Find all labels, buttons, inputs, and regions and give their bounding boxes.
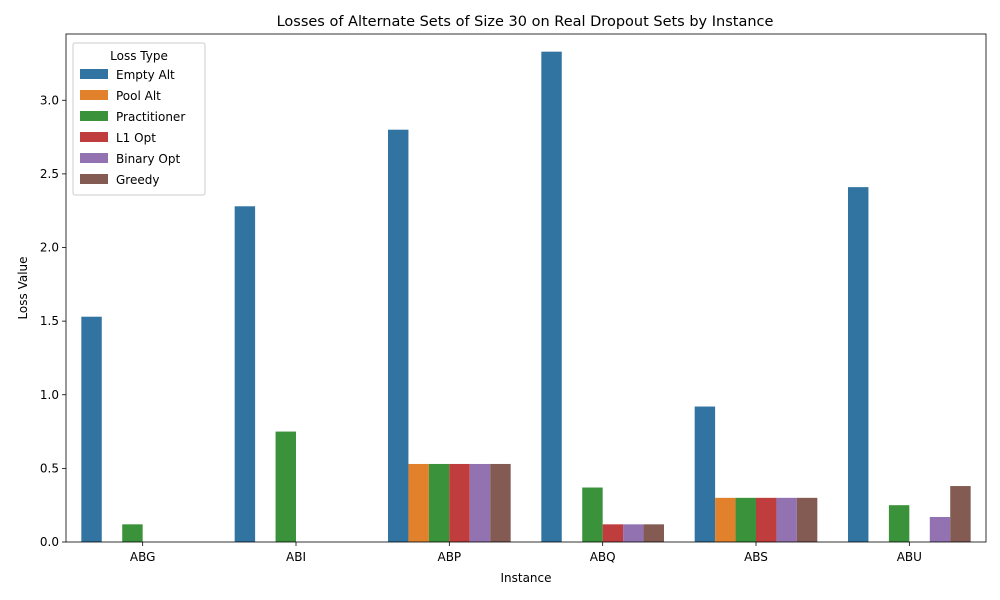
legend-swatch <box>80 90 108 100</box>
legend-swatch <box>80 111 108 121</box>
legend-label: L1 Opt <box>116 131 156 145</box>
x-tick-label: ABS <box>744 550 768 564</box>
legend-title: Loss Type <box>110 49 168 63</box>
bar-binary-opt-abu <box>929 516 951 542</box>
bar-binary-opt-abs <box>776 497 797 542</box>
plot-frame <box>65 33 987 543</box>
legend-label: Practitioner <box>116 110 185 124</box>
y-tick-label: 2.5 <box>40 167 59 181</box>
bar-empty-alt-abs <box>694 406 716 542</box>
y-axis: 0.0 0.5 1.0 1.5 2.0 2.5 3.0 <box>40 93 66 549</box>
bar-greedy-abp <box>490 463 511 542</box>
bar-greedy-abu <box>950 486 971 542</box>
y-axis-label: Loss Value <box>16 256 30 319</box>
y-tick-label: 3.0 <box>40 93 59 107</box>
bar-l1-opt-abs <box>756 497 777 542</box>
legend: Loss Type Empty Alt Pool Alt Practitioner L… <box>72 42 206 196</box>
x-axis: ABG ABI ABP ABQ ABS ABU <box>130 542 922 564</box>
y-tick-label: 0.0 <box>40 535 59 549</box>
y-tick-label: 1.5 <box>40 314 59 328</box>
bar-pool-alt-abp <box>408 463 429 542</box>
bar-practitioner-abu <box>888 505 910 542</box>
bar-practitioner-abs <box>735 497 756 542</box>
legend-swatch <box>80 174 108 184</box>
bar-pool-alt-abs <box>715 497 736 542</box>
x-tick-label: ABG <box>130 550 156 564</box>
legend-label: Empty Alt <box>116 68 175 82</box>
bar-practitioner-abg <box>122 524 143 542</box>
y-tick-label: 1.0 <box>40 388 59 402</box>
y-tick-label: 2.0 <box>40 241 59 255</box>
legend-label: Binary Opt <box>116 152 180 166</box>
bar-empty-alt-abg <box>81 316 102 542</box>
legend-swatch <box>80 69 108 79</box>
bar-l1-opt-abp <box>449 463 470 542</box>
chart-title: Losses of Alternate Sets of Size 30 on R… <box>277 14 774 30</box>
bar-empty-alt-abi <box>234 206 256 542</box>
bars-group <box>81 51 971 543</box>
y-tick-label: 0.5 <box>40 461 59 475</box>
legend-swatch <box>80 132 108 142</box>
bar-l1-opt-abq <box>602 524 624 542</box>
x-axis-label: Instance <box>500 571 551 585</box>
x-tick-label: ABI <box>286 550 306 564</box>
bar-binary-opt-abq <box>623 524 644 542</box>
x-tick-label: ABU <box>897 550 922 564</box>
legend-label: Pool Alt <box>116 89 161 103</box>
bar-binary-opt-abp <box>469 463 491 542</box>
bar-greedy-abq <box>643 524 664 542</box>
bar-empty-alt-abu <box>848 187 869 542</box>
legend-label: Greedy <box>116 173 159 187</box>
bar-practitioner-abp <box>428 463 450 542</box>
bar-practitioner-abq <box>582 487 603 542</box>
x-tick-label: ABQ <box>590 550 616 564</box>
bar-practitioner-abi <box>275 431 296 542</box>
bar-empty-alt-abq <box>541 51 562 543</box>
bar-greedy-abs <box>796 497 818 542</box>
legend-swatch <box>80 153 108 163</box>
bar-empty-alt-abp <box>388 129 409 542</box>
x-tick-label: ABP <box>437 550 461 564</box>
